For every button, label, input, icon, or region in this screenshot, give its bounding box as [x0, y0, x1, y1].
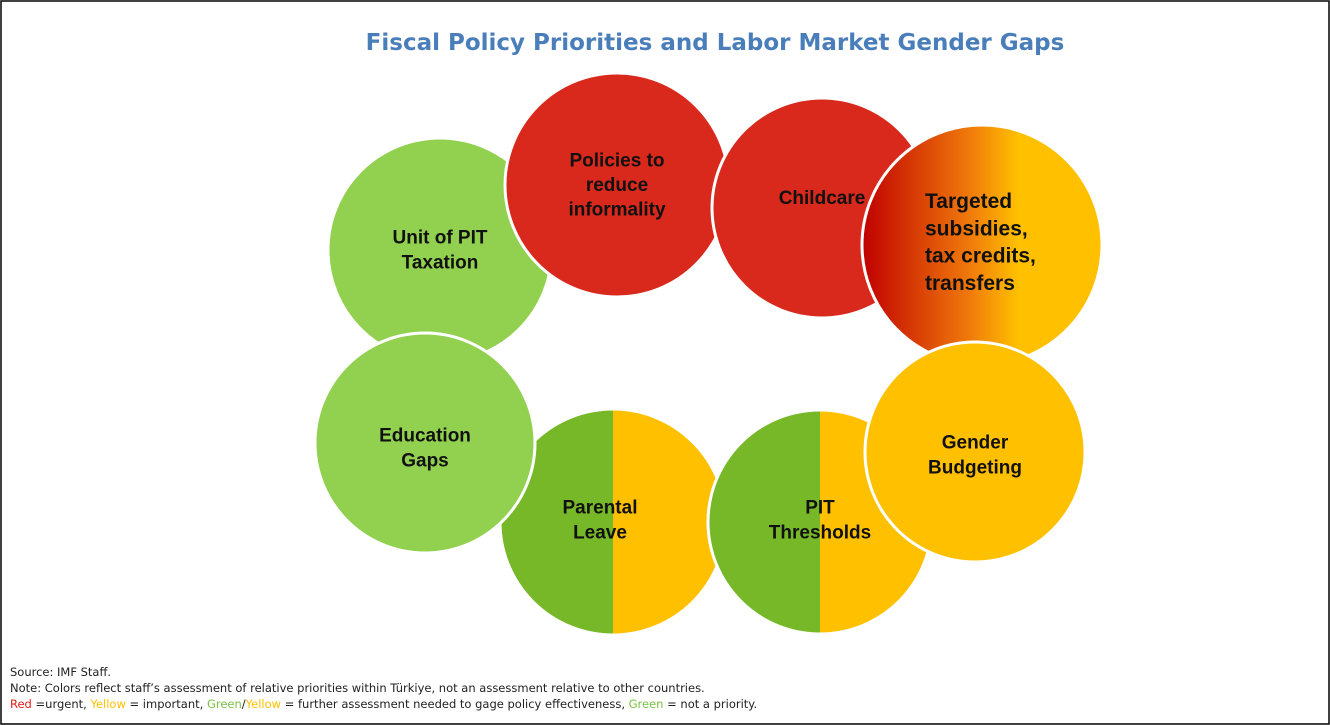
node: Education Gaps	[313, 331, 537, 555]
node-label: tax credits,	[925, 245, 1036, 268]
legend: Red =urgent, Yellow = important, Green/Y…	[10, 697, 757, 711]
legend-part: = not a priority.	[663, 697, 757, 711]
node-label: Childcare	[779, 188, 866, 209]
node-label: Budgeting	[928, 457, 1022, 478]
node-label: Gaps	[401, 450, 449, 471]
legend-part: = important,	[126, 697, 207, 711]
note: Note: Colors reflect staff’s assessment …	[10, 681, 705, 695]
node-label: Education	[379, 426, 471, 447]
node-label: Thresholds	[769, 522, 871, 543]
node-label: Unit of PIT	[393, 228, 488, 249]
legend-part: Yellow	[245, 697, 281, 711]
source: Source: IMF Staff.	[10, 665, 111, 679]
title: Fiscal Policy Priorities and Labor Marke…	[366, 30, 1065, 56]
node-label: subsidies,	[925, 217, 1028, 240]
legend-part: =urgent,	[32, 697, 91, 711]
legend-part: /	[242, 697, 246, 711]
node-label: Taxation	[402, 252, 479, 273]
node-label: Targeted	[925, 190, 1012, 213]
node-label: Leave	[573, 522, 627, 543]
node: Gender Budgeting	[863, 340, 1087, 564]
legend-part: Green	[629, 697, 664, 711]
node-label: Policies to	[569, 150, 664, 171]
node-circle	[863, 340, 1087, 564]
node: Targeted subsidies, tax credits, transfers	[860, 123, 1104, 367]
node-label: Parental	[563, 498, 638, 519]
node-label: transfers	[925, 272, 1015, 295]
legend-part: Red	[10, 697, 32, 711]
node-label: informality	[568, 200, 666, 221]
legend-part: = further assessment needed to gage poli…	[281, 697, 629, 711]
nodes: Unit of PIT Taxation Policies to reduce info…	[313, 71, 1104, 637]
node: Policies to reduce informality	[503, 71, 731, 299]
node-label: PIT	[805, 498, 835, 519]
node-circle	[313, 331, 537, 555]
legend-part: Green	[207, 697, 242, 711]
node: Unit of PIT Taxation	[326, 136, 554, 364]
node-label: reduce	[586, 175, 648, 196]
node-label: Gender	[942, 433, 1009, 454]
legend-part: Yellow	[89, 697, 125, 711]
